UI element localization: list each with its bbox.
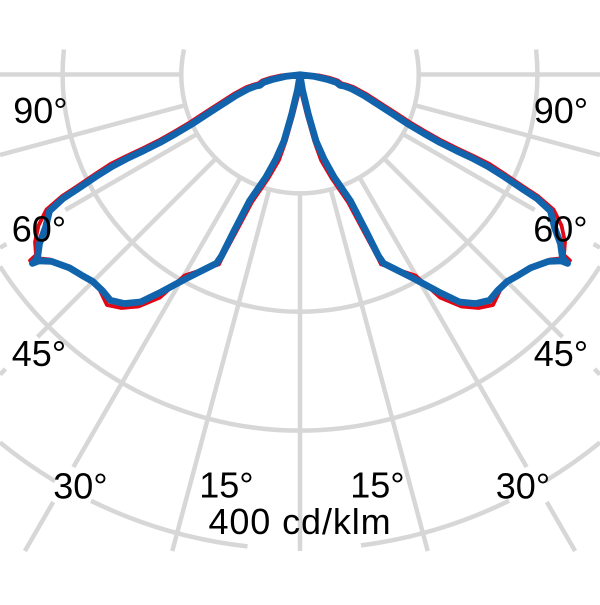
svg-text:15°: 15° [199,465,253,506]
svg-text:60°: 60° [533,209,587,250]
svg-text:90°: 90° [534,90,588,131]
svg-text:45°: 45° [12,333,66,374]
svg-text:15°: 15° [350,465,404,506]
svg-text:90°: 90° [13,90,67,131]
svg-text:30°: 30° [496,466,550,507]
svg-text:45°: 45° [534,333,588,374]
svg-text:30°: 30° [53,466,107,507]
svg-text:60°: 60° [12,209,66,250]
svg-text:400 cd/klm: 400 cd/klm [208,501,391,542]
